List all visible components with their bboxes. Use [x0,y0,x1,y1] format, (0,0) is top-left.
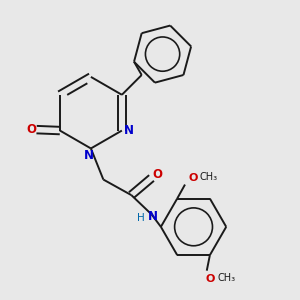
Text: N: N [148,210,158,224]
Text: H: H [137,213,145,223]
Text: N: N [84,149,94,162]
Text: O: O [188,173,197,183]
Text: N: N [124,124,134,137]
Text: O: O [206,274,215,284]
Text: O: O [26,123,36,136]
Text: CH₃: CH₃ [199,172,218,182]
Text: O: O [152,168,162,181]
Text: CH₃: CH₃ [218,273,236,283]
